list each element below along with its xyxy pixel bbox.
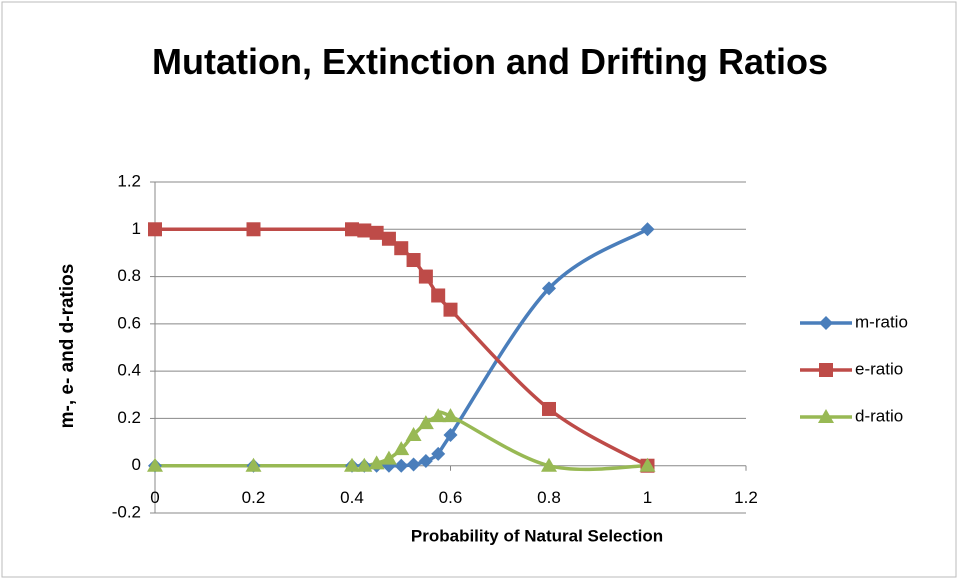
data-point bbox=[431, 446, 446, 461]
x-axis-label: Probability of Natural Selection bbox=[411, 526, 663, 545]
x-tick-label: 0.6 bbox=[439, 488, 463, 507]
data-point bbox=[542, 401, 556, 416]
y-tick-label: 0 bbox=[132, 455, 141, 474]
legend-label: e-ratio bbox=[855, 359, 903, 378]
data-point bbox=[369, 225, 384, 240]
x-tick-label: 0.4 bbox=[340, 488, 364, 507]
data-point bbox=[357, 223, 372, 238]
y-tick-label: 0.6 bbox=[117, 313, 141, 332]
data-point bbox=[640, 222, 655, 237]
x-tick-label: 1 bbox=[643, 488, 652, 507]
data-point bbox=[418, 453, 433, 468]
data-point bbox=[394, 458, 409, 473]
legend-label: m-ratio bbox=[855, 312, 908, 331]
data-point bbox=[246, 222, 261, 237]
x-tick-label: 0 bbox=[150, 488, 159, 507]
x-tick-label: 1.2 bbox=[734, 488, 758, 507]
data-point bbox=[393, 441, 410, 456]
data-point bbox=[394, 241, 409, 256]
data-point bbox=[542, 281, 556, 296]
data-point bbox=[380, 450, 397, 465]
data-point bbox=[431, 288, 446, 303]
y-tick-label: 1 bbox=[132, 219, 141, 238]
legend-label: d-ratio bbox=[855, 406, 903, 425]
data-point bbox=[406, 253, 421, 268]
data-point bbox=[345, 222, 359, 237]
legend-marker bbox=[819, 363, 833, 377]
data-point bbox=[430, 408, 447, 423]
series-line bbox=[155, 227, 649, 468]
data-point bbox=[405, 426, 422, 441]
data-point bbox=[417, 415, 434, 430]
y-tick-label: 0.4 bbox=[117, 361, 141, 380]
y-tick-label: 0.2 bbox=[117, 408, 141, 427]
y-axis-label: m-, e- and d-ratios bbox=[57, 264, 78, 429]
data-point bbox=[639, 457, 656, 472]
data-point bbox=[356, 457, 373, 472]
data-point bbox=[147, 457, 163, 472]
data-point bbox=[442, 408, 459, 423]
data-point bbox=[344, 457, 360, 472]
y-tick-label: -0.2 bbox=[112, 502, 141, 521]
data-point bbox=[381, 231, 396, 246]
y-tick-label: 1.2 bbox=[117, 171, 141, 190]
legend-marker bbox=[818, 409, 834, 423]
y-tick-label: 0.8 bbox=[117, 266, 141, 285]
series-line bbox=[155, 227, 649, 468]
data-point bbox=[406, 457, 421, 472]
data-point bbox=[418, 269, 433, 284]
data-point bbox=[245, 457, 262, 472]
chart-title: Mutation, Extinction and Drifting Ratios bbox=[152, 41, 828, 82]
x-tick-label: 0.2 bbox=[242, 488, 266, 507]
data-point bbox=[443, 302, 458, 317]
x-tick-label: 0.8 bbox=[537, 488, 561, 507]
data-point bbox=[368, 455, 385, 470]
data-point bbox=[541, 457, 557, 472]
data-point bbox=[148, 222, 162, 237]
legend-marker bbox=[819, 316, 833, 330]
data-point bbox=[443, 427, 458, 442]
